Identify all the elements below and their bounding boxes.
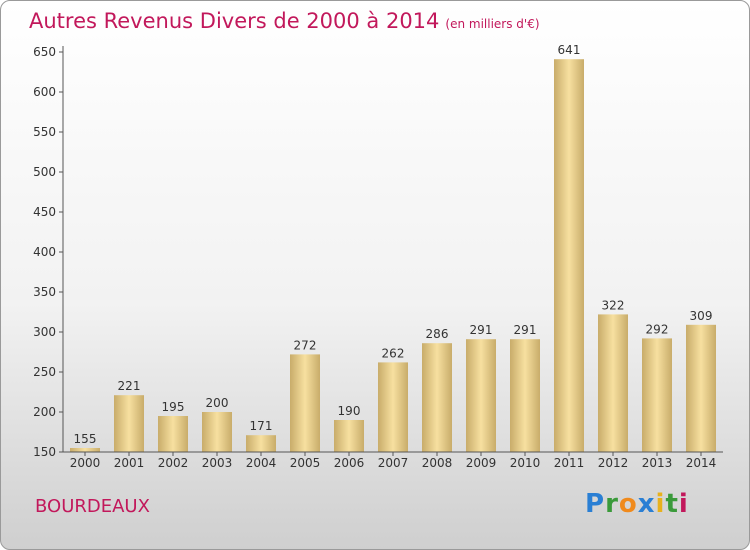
unit-label: (en milliers d'€) xyxy=(445,17,540,31)
y-tick-label: 150 xyxy=(33,445,56,459)
bar xyxy=(158,416,188,452)
y-tick-label: 500 xyxy=(33,165,56,179)
bar-value-label: 291 xyxy=(470,323,493,337)
x-tick-label: 2004 xyxy=(246,456,277,470)
bar xyxy=(686,324,716,452)
y-tick-label: 200 xyxy=(33,405,56,419)
y-tick-label: 550 xyxy=(33,125,56,139)
logo-letter: t xyxy=(665,489,679,519)
city-name: BOURDEAUX xyxy=(35,496,150,517)
x-tick-label: 2009 xyxy=(466,456,497,470)
x-tick-label: 2003 xyxy=(202,456,233,470)
bar-value-label: 641 xyxy=(558,43,581,57)
bars-group: 155 221 195 200 171 272 190 262 286 291 291 641 322 2… xyxy=(70,43,716,452)
logo-letter: i xyxy=(678,489,689,519)
logo-letter: r xyxy=(605,489,619,519)
bar xyxy=(642,338,672,452)
y-tick-label: 250 xyxy=(33,365,56,379)
y-tick-label: 450 xyxy=(33,205,56,219)
x-tick-label: 2008 xyxy=(422,456,453,470)
logo-letter: P xyxy=(585,489,606,519)
bar xyxy=(202,412,232,452)
x-tick-label: 2011 xyxy=(554,456,585,470)
bar-value-label: 190 xyxy=(338,404,361,418)
y-tick-label: 600 xyxy=(33,85,56,99)
bar-value-label: 322 xyxy=(602,298,625,312)
bar xyxy=(334,420,364,452)
bar-value-label: 262 xyxy=(382,346,405,360)
logo-letter: o xyxy=(618,489,638,519)
bar-value-label: 155 xyxy=(74,432,97,446)
bar-value-label: 291 xyxy=(514,323,537,337)
bar-value-label: 286 xyxy=(426,327,449,341)
x-tick-label: 2001 xyxy=(114,456,145,470)
x-tick-label: 2006 xyxy=(334,456,365,470)
y-axis: 150 200 250 300 350 400 450 500 550 600 650 xyxy=(33,45,64,459)
bar xyxy=(466,339,496,452)
bar-value-label: 309 xyxy=(690,309,713,323)
x-axis: 2000 2001 2002 2003 2004 2005 2006 2007 2008 2009… xyxy=(63,451,723,470)
y-tick-label: 400 xyxy=(33,245,56,259)
y-tick-label: 650 xyxy=(33,45,56,59)
bar-value-label: 200 xyxy=(206,396,229,410)
bar xyxy=(246,435,276,452)
x-tick-label: 2005 xyxy=(290,456,321,470)
x-tick-label: 2012 xyxy=(598,456,629,470)
logo-letter: x xyxy=(637,489,656,519)
title-text: Autres Revenus Divers de 2000 à 2014 xyxy=(29,9,440,33)
x-tick-label: 2014 xyxy=(686,456,717,470)
y-tick-label: 300 xyxy=(33,325,56,339)
proxiti-logo: Proxiti xyxy=(585,489,689,519)
logo-letter: i xyxy=(655,489,666,519)
x-tick-label: 2013 xyxy=(642,456,673,470)
bar-value-label: 272 xyxy=(294,338,317,352)
bar xyxy=(554,59,584,452)
bar-value-label: 195 xyxy=(162,400,185,414)
bar xyxy=(510,339,540,452)
bar-value-label: 221 xyxy=(118,379,141,393)
chart-title: Autres Revenus Divers de 2000 à 2014 (en … xyxy=(29,9,540,33)
bar xyxy=(422,343,452,452)
bar xyxy=(598,314,628,452)
bar-value-label: 292 xyxy=(646,322,669,336)
bar xyxy=(378,362,408,452)
x-tick-label: 2007 xyxy=(378,456,409,470)
y-tick-label: 350 xyxy=(33,285,56,299)
bar-value-label: 171 xyxy=(250,419,273,433)
x-tick-label: 2000 xyxy=(70,456,101,470)
bar xyxy=(114,395,144,452)
x-tick-label: 2002 xyxy=(158,456,189,470)
bar xyxy=(290,354,320,452)
bar xyxy=(70,448,100,452)
x-tick-label: 2010 xyxy=(510,456,541,470)
